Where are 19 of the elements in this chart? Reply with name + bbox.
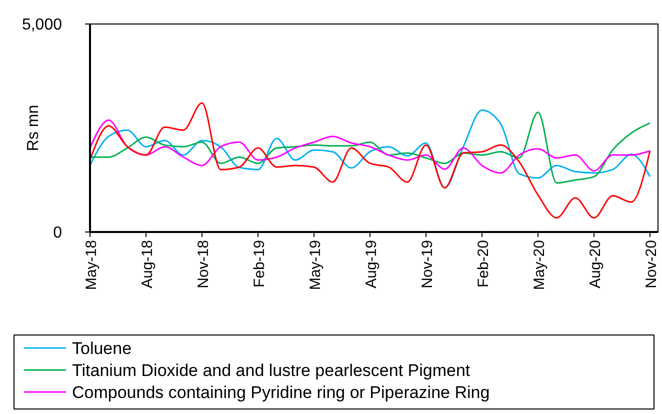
line-series bbox=[89, 102, 651, 219]
x-tick-label: Aug-20 bbox=[587, 240, 604, 288]
x-tick-label: May-19 bbox=[307, 240, 324, 290]
x-tick-label: Aug-18 bbox=[139, 240, 156, 288]
line-series bbox=[89, 119, 651, 174]
x-tick-label: Feb-20 bbox=[475, 240, 492, 288]
legend-label: Titanium Dioxide and and lustre pearlescent Pigment bbox=[72, 360, 470, 380]
legend-label: Compounds containing Pyridine ring or Piperazine Ring bbox=[72, 382, 490, 402]
y-tick-label: 0 bbox=[53, 224, 62, 242]
y-tick-label: 5,000 bbox=[22, 16, 62, 34]
legend-label: Toluene bbox=[72, 338, 132, 358]
x-tick-label: Nov-18 bbox=[195, 240, 212, 288]
x-tick-label: Nov-20 bbox=[643, 240, 660, 288]
x-tick-label: Feb-19 bbox=[251, 240, 268, 288]
y-axis-title: Rs mn bbox=[25, 104, 42, 152]
x-tick-label: May-18 bbox=[83, 240, 100, 290]
x-tick-label: Nov-19 bbox=[419, 240, 436, 288]
x-tick-label: May-20 bbox=[531, 240, 548, 290]
x-tick-label: Aug-19 bbox=[363, 240, 380, 288]
